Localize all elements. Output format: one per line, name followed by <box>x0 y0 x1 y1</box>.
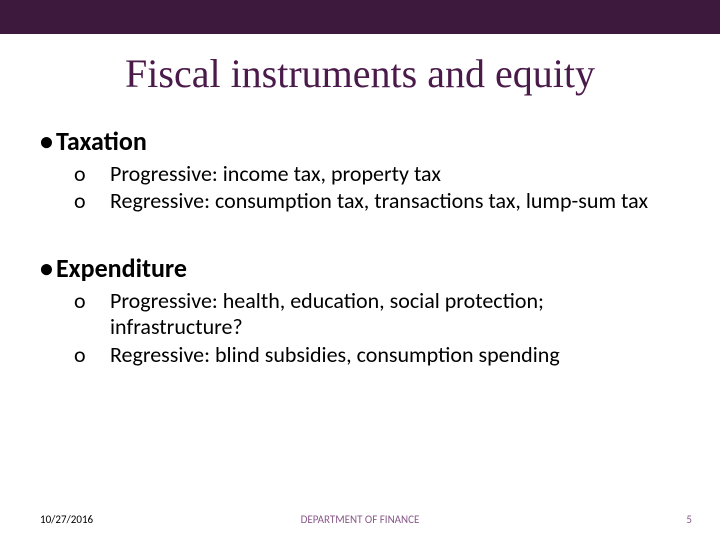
heading-text: Taxation <box>56 125 147 157</box>
heading-text: Expenditure <box>56 252 187 284</box>
list-item: oRegressive: consumption tax, transactio… <box>92 188 680 214</box>
section-heading-expenditure: •Expenditure <box>40 252 680 284</box>
bullet-level2: o <box>92 161 110 187</box>
item-text: Regressive: blind subsidies, consumption… <box>110 341 560 368</box>
section-spacer <box>40 216 680 244</box>
bullet-level2: o <box>92 342 110 368</box>
sub-list-taxation: oProgressive: income tax, property tax o… <box>40 161 680 215</box>
bullet-level2: o <box>92 288 110 314</box>
item-text: Progressive: income tax, property tax <box>110 160 441 187</box>
sub-list-expenditure: oProgressive: health, education, social … <box>40 288 680 368</box>
content-area: •Taxation oProgressive: income tax, prop… <box>0 97 720 368</box>
footer: 10/27/2016 DEPARTMENT OF FINANCE 5 <box>0 513 720 526</box>
section-heading-taxation: •Taxation <box>40 125 680 157</box>
bullet-level2: o <box>92 188 110 214</box>
list-item: oProgressive: health, education, social … <box>92 288 680 341</box>
slide-title: Fiscal instruments and equity <box>0 50 720 97</box>
bullet-level1: • <box>40 252 56 284</box>
list-item: oProgressive: income tax, property tax <box>92 161 680 187</box>
list-item: oRegressive: blind subsidies, consumptio… <box>92 342 680 368</box>
footer-date: 10/27/2016 <box>40 513 93 526</box>
item-text: Progressive: health, education, social p… <box>110 287 544 340</box>
bullet-level1: • <box>40 125 56 157</box>
footer-page-number: 5 <box>686 513 692 526</box>
item-text: Regressive: consumption tax, transaction… <box>110 187 648 214</box>
footer-department: DEPARTMENT OF FINANCE <box>301 513 420 526</box>
top-bar <box>0 0 720 34</box>
